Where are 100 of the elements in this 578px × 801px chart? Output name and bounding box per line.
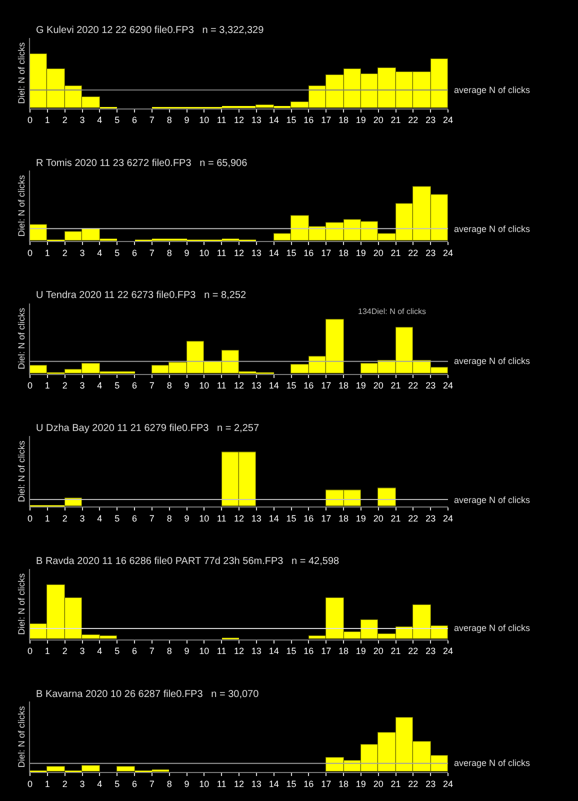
x-tick-label: 8 (166, 248, 172, 258)
x-tick-label: 19 (356, 778, 366, 789)
x-tick-label: 3 (80, 646, 85, 656)
x-tick-label: 3 (80, 380, 85, 391)
x-tick-label: 19 (356, 115, 366, 126)
x-tick-label: 20 (373, 778, 384, 789)
x-tick-label: 1 (44, 380, 50, 391)
x-tick-label: 24 (442, 115, 454, 126)
x-tick-label: 6 (132, 646, 138, 656)
x-tick-label: 6 (132, 513, 138, 524)
x-tick-label: 21 (390, 248, 401, 258)
x-tick-label: 6 (132, 778, 138, 789)
x-tick-label: 22 (408, 115, 418, 126)
x-tick-label: 5 (114, 380, 120, 391)
x-tick-label: 22 (408, 380, 418, 391)
chart-title: R Tomis 2020 11 23 6272 file0.FP3 n = 65,906 (36, 158, 248, 169)
x-tick-label: 19 (356, 380, 366, 391)
x-tick-label: 9 (184, 646, 190, 656)
ref-line-label: average N of clicks (454, 356, 531, 366)
x-tick-label: 13 (251, 380, 262, 391)
x-tick-label: 21 (390, 513, 401, 524)
x-tick-label: 21 (390, 115, 401, 126)
x-tick-label: 15 (286, 115, 296, 126)
x-tick-label: 10 (199, 380, 210, 391)
x-tick-label: 6 (132, 115, 138, 126)
x-tick-label: 2 (62, 115, 68, 126)
x-tick-label: 16 (304, 248, 314, 258)
x-tick-label: 10 (199, 115, 210, 126)
x-tick-label: 23 (426, 380, 436, 391)
x-tick-label: 22 (408, 248, 418, 258)
x-tick-label: 14 (268, 115, 279, 126)
x-tick-label: 16 (304, 778, 314, 789)
x-tick-label: 0 (27, 646, 33, 656)
x-tick-label: 20 (373, 646, 384, 656)
x-tick-label: 23 (426, 513, 436, 524)
x-tick-label: 22 (408, 778, 418, 789)
y-axis-title: Diel: N of clicks (16, 307, 26, 370)
x-tick-label: 7 (149, 513, 154, 524)
y-axis-title: Diel: N of clicks (16, 572, 26, 635)
x-tick-label: 9 (184, 778, 190, 789)
x-tick-label: 18 (338, 646, 349, 656)
x-tick-label: 15 (286, 778, 296, 789)
x-tick-label: 24 (442, 248, 454, 258)
x-tick-label: 18 (338, 380, 349, 391)
x-tick-label: 5 (114, 646, 120, 656)
x-tick-label: 10 (199, 248, 210, 258)
x-tick-label: 21 (390, 646, 401, 656)
x-tick-label: 17 (321, 646, 332, 656)
x-tick-label: 23 (426, 115, 436, 126)
x-tick-label: 5 (114, 248, 120, 258)
x-tick-label: 10 (199, 646, 210, 656)
x-tick-label: 17 (321, 513, 332, 524)
x-tick-label: 1 (44, 778, 50, 789)
y-axis-title: Diel: N of clicks (16, 174, 26, 237)
x-tick-label: 9 (184, 513, 190, 524)
x-tick-label: 4 (97, 513, 102, 524)
x-tick-label: 8 (166, 646, 172, 656)
x-tick-label: 5 (114, 513, 120, 524)
x-tick-label: 4 (97, 115, 102, 126)
x-tick-label: 17 (321, 778, 332, 789)
x-tick-label: 8 (166, 513, 172, 524)
text: 134Diel: N of clicks (358, 307, 426, 316)
x-tick-label: 11 (216, 778, 226, 789)
x-tick-label: 19 (356, 513, 366, 524)
x-tick-label: 4 (97, 380, 102, 391)
x-tick-label: 1 (44, 646, 50, 656)
x-tick-label: 2 (62, 513, 68, 524)
x-tick-label: 11 (216, 380, 226, 391)
x-tick-label: 18 (338, 778, 349, 789)
x-tick-label: 24 (442, 380, 454, 391)
x-tick-label: 12 (234, 115, 244, 126)
x-tick-label: 0 (27, 115, 33, 126)
x-tick-label: 18 (338, 248, 349, 258)
x-tick-label: 16 (304, 380, 314, 391)
chart-title: U Tendra 2020 11 22 6273 file0.FP3 n = 8,252 (36, 290, 246, 301)
x-tick-label: 22 (408, 646, 418, 656)
x-tick-label: 11 (216, 646, 226, 656)
x-tick-label: 13 (251, 248, 262, 258)
x-tick-label: 2 (62, 248, 68, 258)
x-tick-label: 24 (442, 513, 454, 524)
x-tick-label: 15 (286, 248, 296, 258)
x-tick-label: 5 (114, 115, 120, 126)
x-tick-label: 19 (356, 646, 366, 656)
x-tick-label: 8 (166, 115, 172, 126)
x-tick-label: 20 (373, 380, 384, 391)
x-tick-label: 1 (44, 248, 50, 258)
x-tick-label: 1 (44, 513, 50, 524)
x-tick-label: 8 (166, 778, 172, 789)
x-tick-label: 11 (216, 115, 226, 126)
x-tick-label: 6 (132, 380, 138, 391)
x-tick-label: 15 (286, 380, 296, 391)
x-tick-label: 7 (149, 646, 154, 656)
chart-title: U Dzha Bay 2020 11 21 6279 file0.FP3 n = 2,257 (36, 423, 260, 434)
x-tick-label: 12 (234, 778, 244, 789)
x-tick-label: 20 (373, 248, 384, 258)
x-tick-label: 0 (27, 513, 33, 524)
x-tick-label: 19 (356, 248, 366, 258)
x-tick-label: 15 (286, 646, 296, 656)
x-tick-label: 23 (426, 646, 436, 656)
x-tick-label: 16 (304, 115, 314, 126)
